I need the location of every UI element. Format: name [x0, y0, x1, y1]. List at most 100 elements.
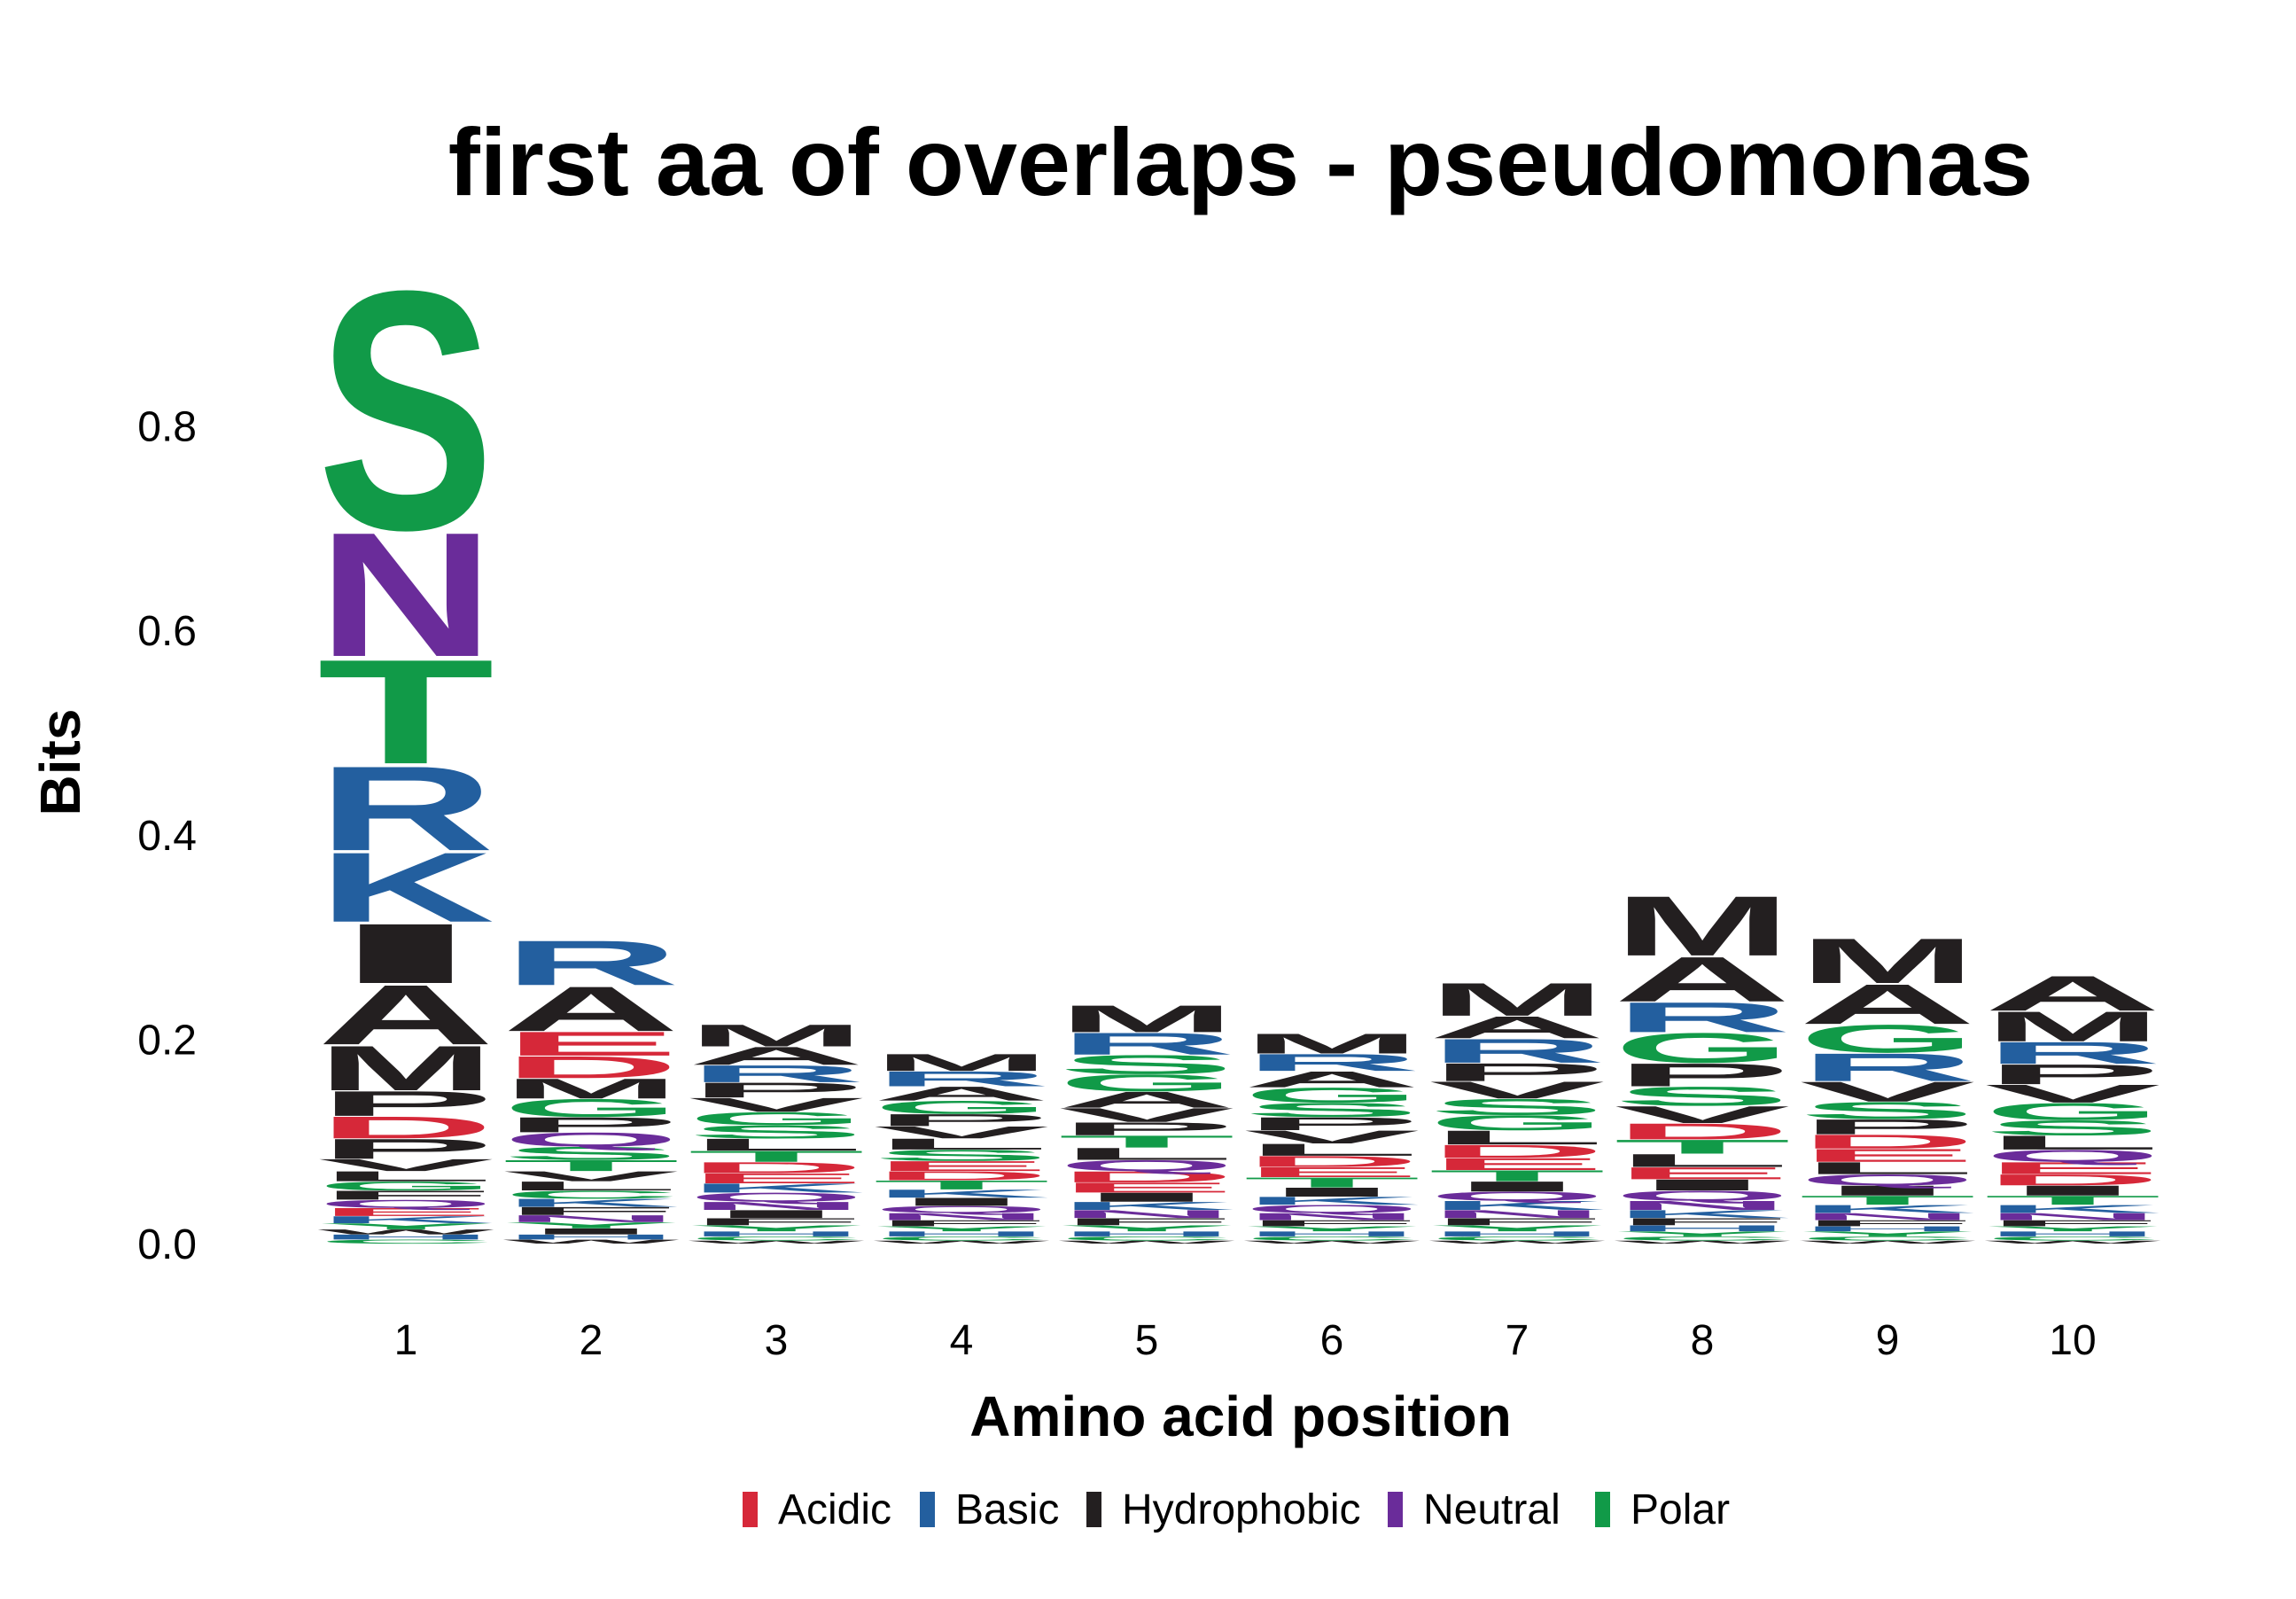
logo-letter: N	[688, 1199, 865, 1212]
logo-letter: F	[1243, 1219, 1420, 1228]
x-tick-label: 2	[580, 1317, 603, 1364]
logo-stacks: CHWYKEQFGLVPDPMAIKRTNSWHIYNFKCLVTSQPGMDE…	[317, 221, 2161, 1244]
logo-letter: N	[1984, 1211, 2161, 1222]
logo-letter: K	[317, 831, 494, 942]
logo-letter: N	[1428, 1208, 1606, 1221]
legend-label: Polar	[1631, 1486, 1730, 1533]
logo-letter: V	[502, 1168, 679, 1184]
logo-letter: I	[1984, 1182, 2161, 1198]
logo-letter: T	[1058, 1132, 1235, 1150]
logo-letter: L	[1799, 1158, 1976, 1177]
logo-letter: D	[1799, 1130, 1976, 1152]
logo-letter: S	[317, 221, 494, 601]
logo-letter: Y	[1428, 1223, 1606, 1233]
logo-letter: A	[688, 1041, 865, 1070]
x-tick-label: 5	[1135, 1317, 1159, 1364]
logo-letter: G	[873, 1097, 1050, 1118]
logo-letter: V	[1614, 1101, 1790, 1127]
logo-letter: G	[1243, 1083, 1420, 1107]
legend-swatch	[743, 1492, 758, 1527]
logo-letter: Q	[688, 1190, 865, 1205]
logo-letter: K	[1799, 1203, 1976, 1215]
logo-letter: G	[502, 1094, 680, 1122]
logo-letter: T	[1984, 1193, 2161, 1207]
logo-letter: D	[873, 1168, 1050, 1182]
logo-letter: P	[1058, 1119, 1235, 1139]
legend-swatch	[1595, 1492, 1610, 1527]
logo-letter: M	[688, 1018, 865, 1053]
logo-letter: R	[1243, 1049, 1420, 1076]
logo-letter: V	[1243, 1127, 1420, 1147]
logo-letter: W	[1615, 1240, 1791, 1244]
logo-letter: Y	[1984, 1225, 2161, 1233]
logo-letter: H	[317, 1233, 494, 1241]
logo-letter: E	[873, 1158, 1050, 1174]
logo-letter: D	[1058, 1168, 1235, 1186]
logo-letter: S	[873, 1147, 1050, 1165]
logo-letter: I	[1243, 1185, 1420, 1199]
legend-swatch	[1388, 1492, 1403, 1527]
logo-letter: K	[1058, 1199, 1235, 1212]
logo-letter: S	[1243, 1099, 1420, 1121]
logo-letter: Y	[1058, 1223, 1235, 1233]
logo-letter: L	[317, 1168, 494, 1184]
logo-letter: Y	[1243, 1225, 1420, 1233]
logo-letter: F	[1428, 1216, 1606, 1228]
logo-letter: M	[502, 1072, 680, 1104]
x-tick-label: 4	[950, 1317, 974, 1364]
logo-letter: S	[502, 1143, 680, 1164]
logo-letter: Y	[502, 1221, 680, 1230]
logo-letter: P	[502, 1113, 680, 1137]
logo-letter: M	[873, 1049, 1050, 1076]
logo-letter: G	[1984, 1098, 2161, 1125]
logo-letter: A	[1614, 944, 1791, 1015]
logo-letter: I	[873, 1196, 1050, 1208]
logo-letter: H	[688, 1230, 865, 1238]
x-tick-label: 6	[1320, 1317, 1344, 1364]
logo-letter: Q	[1984, 1146, 2161, 1166]
logo-letter: P	[1428, 1058, 1606, 1087]
logo-letter: G	[1614, 1025, 1791, 1072]
logo-letter: R	[873, 1067, 1050, 1091]
logo-letter: G	[1799, 1017, 1976, 1061]
logo-letter: K	[1614, 1208, 1791, 1221]
logo-letter: N	[1058, 1208, 1235, 1221]
logo-letter: E	[502, 1025, 680, 1063]
logo-letter: E	[1428, 1155, 1606, 1174]
logo-letter: C	[1243, 1236, 1420, 1242]
logo-letter: Y	[688, 1223, 865, 1233]
logo-letter: T	[1243, 1174, 1420, 1190]
logo-letter: M	[1799, 925, 1976, 997]
logo-letter: R	[502, 927, 680, 998]
logo-letter: M	[1984, 1002, 2161, 1050]
logo-letter: D	[1984, 1171, 2161, 1189]
logo-letter: S	[1614, 1081, 1791, 1112]
logo-letter: E	[1058, 1180, 1235, 1196]
logo-letter: W	[689, 1240, 865, 1244]
y-tick-label: 0.8	[137, 404, 197, 451]
logo-letter: V	[873, 1123, 1049, 1142]
logo-letter: N	[1799, 1211, 1976, 1222]
logo-letter: P	[1243, 1113, 1420, 1134]
logo-letter: L	[688, 1135, 865, 1154]
logo-letter: F	[1984, 1219, 2161, 1228]
logo-letter: T	[873, 1178, 1050, 1192]
x-tick-label: 9	[1876, 1317, 1900, 1364]
logo-letter: G	[1428, 1111, 1606, 1135]
logo-letter: G	[688, 1108, 865, 1128]
logo-letter: C	[873, 1236, 1050, 1242]
logo-letter: K	[688, 1181, 865, 1195]
logo-letter: V	[317, 1156, 494, 1174]
logo-letter: M	[1243, 1028, 1420, 1060]
logo-letter: I	[1614, 1176, 1791, 1194]
logo-letter: K	[1428, 1198, 1606, 1213]
logo-letter: S	[1428, 1095, 1606, 1120]
